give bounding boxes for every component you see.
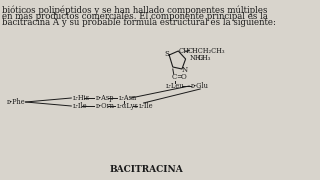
- Text: bacitracina A y su probable fórmula estructural es la siguiente:: bacitracina A y su probable fórmula estr…: [2, 17, 276, 26]
- Text: ʟ-Asn: ʟ-Asn: [119, 94, 137, 102]
- Text: en más productos comerciales. El componente principal es la: en más productos comerciales. El compone…: [2, 11, 268, 21]
- Text: ʟ-Ile: ʟ-Ile: [139, 102, 154, 110]
- Text: BACITRACINA: BACITRACINA: [109, 165, 183, 174]
- Text: ʟ-His: ʟ-His: [73, 94, 90, 102]
- Text: ᴅ-Orn: ᴅ-Orn: [96, 102, 115, 110]
- Text: ʟ-Leu: ʟ-Leu: [165, 82, 184, 90]
- Text: ᴅ-Asp: ᴅ-Asp: [96, 94, 115, 102]
- Text: NH₂: NH₂: [189, 54, 204, 62]
- Text: C: C: [172, 73, 177, 81]
- Text: ʟ-αLys: ʟ-αLys: [117, 102, 139, 110]
- Text: CH: CH: [178, 47, 189, 55]
- Text: S: S: [164, 50, 169, 58]
- Text: N: N: [182, 66, 188, 74]
- Text: O: O: [181, 73, 187, 81]
- Text: ʟ-Ile: ʟ-Ile: [73, 102, 88, 110]
- Text: CHCH₂CH₃: CHCH₂CH₃: [188, 47, 225, 55]
- Text: bióticos polipéptidos y se han hallado componentes múltiples: bióticos polipéptidos y se han hallado c…: [2, 5, 267, 15]
- Text: =: =: [176, 73, 182, 81]
- Text: CH₃: CH₃: [197, 54, 211, 62]
- Text: ᴅ-Glu: ᴅ-Glu: [191, 82, 209, 90]
- Text: ᴅ-Phe: ᴅ-Phe: [7, 98, 26, 106]
